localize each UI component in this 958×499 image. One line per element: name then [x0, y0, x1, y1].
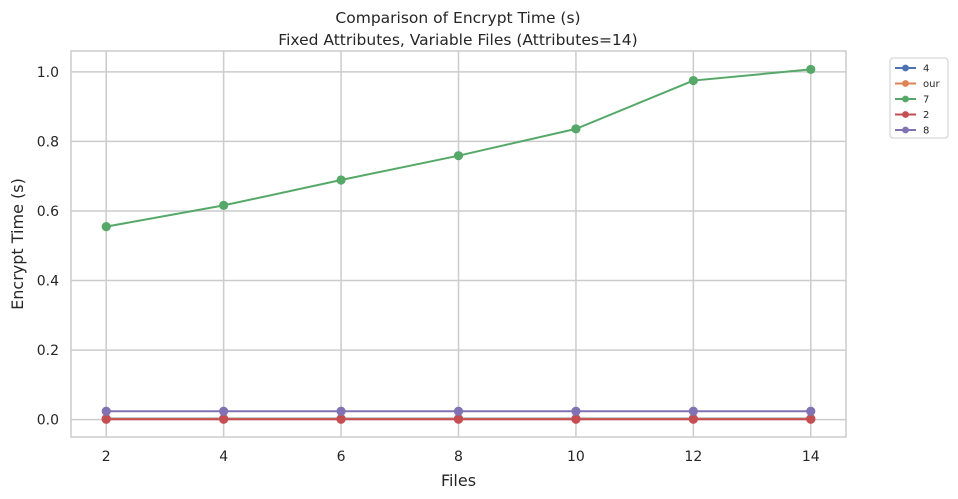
data-point [219, 414, 229, 424]
legend-marker [902, 126, 909, 134]
series-layer [101, 64, 816, 424]
y-tick-label: 0.6 [37, 204, 59, 220]
data-point [453, 414, 464, 424]
data-point [688, 406, 698, 416]
y-tick-label: 1.0 [37, 65, 59, 81]
data-point [571, 406, 581, 416]
data-point [571, 414, 581, 424]
y-tick-label: 0.4 [37, 274, 59, 290]
legend-marker [902, 111, 909, 118]
x-tick-label: 2 [102, 449, 111, 465]
chart-title: Comparison of Encrypt Time (s) [335, 9, 580, 27]
legend-item: our [895, 79, 940, 90]
data-point [336, 406, 346, 416]
legend-label: 7 [923, 95, 929, 106]
series-7 [101, 64, 816, 232]
y-tick-label: 0.8 [37, 134, 59, 150]
tick-labels: 2 4 6 8 10 12 14 0.0 0.2 0.4 0.6 0.8 1.0 [37, 65, 820, 465]
data-point [101, 414, 111, 424]
legend-item: 2 [895, 110, 929, 121]
x-tick-label: 12 [684, 449, 702, 465]
data-point [688, 75, 698, 86]
data-point [453, 151, 464, 161]
legend-item: 4 [895, 64, 929, 75]
legend-label: 8 [923, 126, 929, 137]
data-point [571, 124, 581, 134]
legend-label: 2 [923, 110, 929, 121]
data-point [336, 414, 346, 424]
legend-marker [902, 64, 909, 72]
chart-subtitle: Fixed Attributes, Variable Files (Attrib… [278, 31, 637, 49]
series-8 [101, 406, 816, 416]
data-point [806, 414, 816, 424]
legend-label: our [923, 79, 940, 90]
data-point [101, 406, 111, 416]
data-point [219, 200, 229, 210]
x-tick-label: 6 [337, 449, 346, 465]
x-tick-label: 14 [802, 449, 820, 465]
series-2 [101, 414, 816, 424]
legend-label: 4 [923, 64, 929, 75]
data-point [688, 414, 698, 424]
y-tick-label: 0.2 [37, 343, 59, 359]
x-tick-label: 10 [567, 449, 585, 465]
data-point [806, 406, 816, 416]
plot-frame [70, 50, 847, 438]
legend-item: 8 [895, 126, 929, 137]
grid-lines [71, 51, 846, 437]
data-point [453, 406, 464, 416]
x-tick-label: 8 [454, 449, 463, 465]
data-point [336, 175, 346, 185]
data-point [101, 222, 111, 232]
y-tick-label: 0.0 [37, 413, 59, 429]
legend-marker [902, 95, 909, 103]
y-axis-label: Encrypt Time (s) [8, 178, 27, 310]
legend-item: 7 [895, 95, 929, 106]
x-tick-label: 4 [219, 449, 228, 465]
legend: 4 our 7 2 8 [889, 57, 949, 139]
x-axis-label: Files [441, 471, 476, 490]
data-point [806, 64, 816, 75]
legend-marker [902, 80, 909, 87]
legend-box [889, 57, 949, 139]
data-point [219, 406, 229, 416]
